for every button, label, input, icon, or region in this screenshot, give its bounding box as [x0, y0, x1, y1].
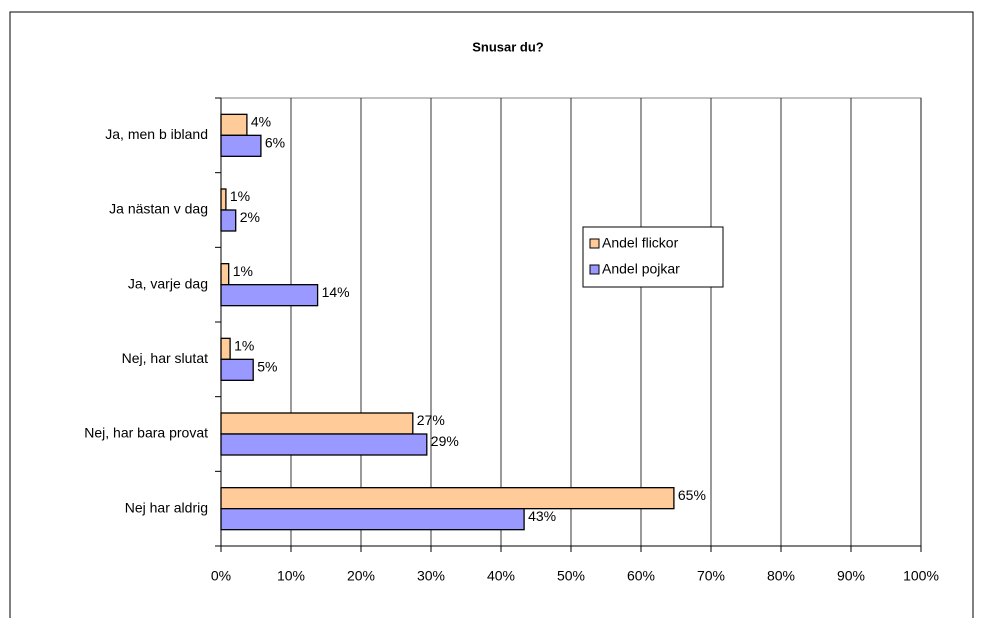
- data-label: 1%: [234, 338, 254, 354]
- x-tick-label: 90%: [837, 568, 865, 584]
- bar: [220, 284, 319, 307]
- data-label: 5%: [257, 359, 277, 375]
- bar: [220, 358, 254, 381]
- y-tick-label: Nej har aldrig: [125, 499, 208, 515]
- y-tick-label: Ja, men b ibland: [105, 126, 208, 142]
- legend-label: Andel flickor: [602, 235, 679, 251]
- x-tick-label: 50%: [557, 568, 585, 584]
- data-label: 65%: [678, 487, 706, 503]
- data-label: 27%: [417, 412, 445, 428]
- data-label: 4%: [251, 114, 271, 130]
- data-label: 29%: [431, 433, 459, 449]
- x-tick-label: 40%: [487, 568, 515, 584]
- data-label: 14%: [322, 284, 350, 300]
- bar: [220, 412, 414, 435]
- data-label: 6%: [265, 135, 285, 151]
- bar: [220, 263, 230, 286]
- y-tick-label: Ja, varje dag: [128, 275, 208, 291]
- y-tick-label: Nej, har slutat: [122, 350, 208, 366]
- legend-swatch: [589, 264, 600, 275]
- bar: [220, 209, 237, 232]
- bar: [220, 487, 675, 510]
- legend-box: [582, 226, 724, 288]
- bar: [220, 433, 428, 456]
- x-tick-label: 0%: [211, 568, 231, 584]
- data-label: 2%: [240, 209, 260, 225]
- x-tick-label: 100%: [903, 568, 939, 584]
- data-label: 1%: [233, 263, 253, 279]
- data-label: 1%: [230, 188, 250, 204]
- x-tick-label: 20%: [347, 568, 375, 584]
- bar: [220, 134, 262, 157]
- data-label: 43%: [528, 508, 556, 524]
- legend-label: Andel pojkar: [602, 261, 680, 277]
- y-tick-label: Nej, har bara provat: [84, 425, 208, 441]
- x-tick-label: 80%: [767, 568, 795, 584]
- chart-title: Snusar du?: [472, 39, 544, 54]
- chart-frame: [9, 11, 974, 618]
- bar: [220, 337, 231, 360]
- x-tick-label: 30%: [417, 568, 445, 584]
- bar: [220, 113, 248, 136]
- x-tick-label: 10%: [277, 568, 305, 584]
- bar: [220, 188, 227, 211]
- x-tick-label: 60%: [627, 568, 655, 584]
- y-tick-label: Ja nästan v dag: [109, 201, 208, 217]
- x-tick-label: 70%: [697, 568, 725, 584]
- legend-swatch: [589, 238, 600, 249]
- bar: [220, 508, 525, 531]
